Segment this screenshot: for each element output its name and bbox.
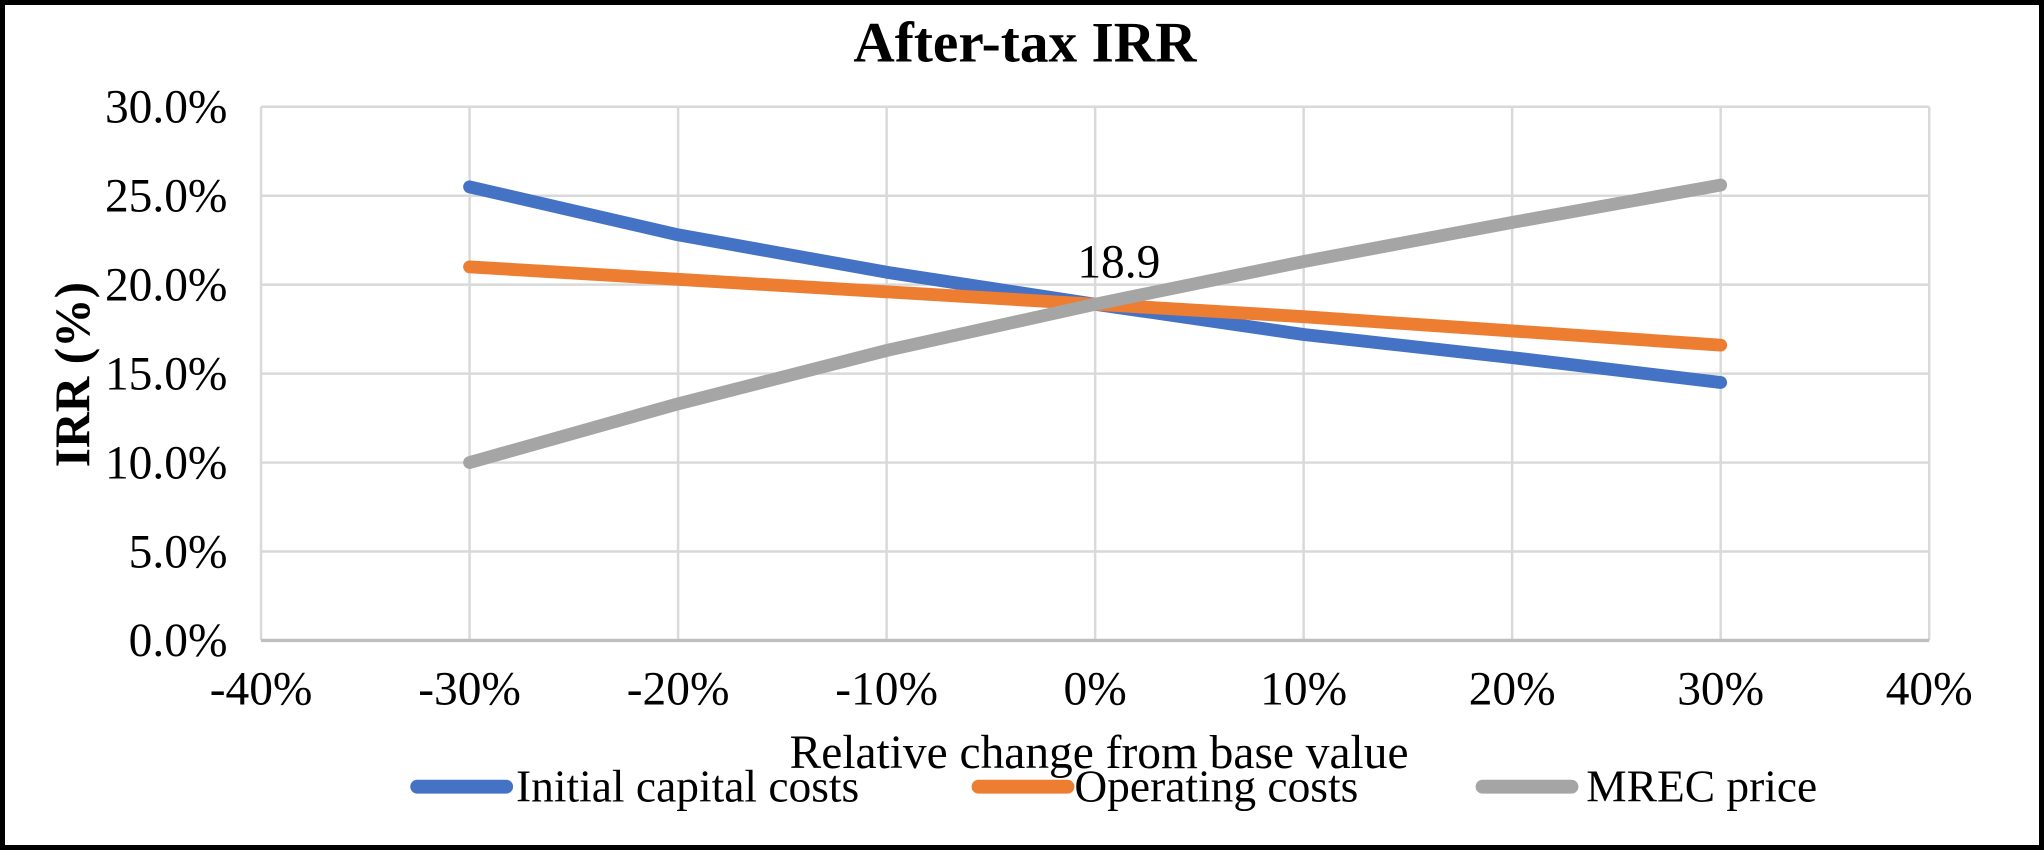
x-tick-label: -30%: [418, 664, 521, 716]
y-tick-label: 0.0%: [129, 615, 228, 667]
y-tick-label: 5.0%: [129, 526, 228, 578]
x-tick-label: 0%: [1064, 664, 1127, 716]
x-tick-label: -20%: [627, 664, 730, 716]
y-tick-label: 30.0%: [105, 82, 227, 134]
x-tick-label: 30%: [1677, 664, 1764, 716]
x-tick-labels: -40% -30% -20% -10% 0% 10% 20% 30% 40%: [210, 664, 1973, 716]
series-lines: [463, 178, 1728, 469]
x-tick-label: 10%: [1260, 664, 1347, 716]
x-tick-label: -40%: [210, 664, 313, 716]
data-point-label: 18.9: [1077, 237, 1160, 289]
y-tick-labels: 30.0% 25.0% 20.0% 15.0% 10.0% 5.0% 0.0%: [105, 82, 227, 668]
x-tick-label: -10%: [835, 664, 938, 716]
series-line-mrec-price: [463, 178, 1728, 469]
legend: Initial capital costs Operating costs MREC…: [410, 761, 1817, 812]
y-axis-title: IRR (%): [45, 282, 100, 467]
y-tick-label: 10.0%: [105, 437, 227, 489]
y-tick-label: 25.0%: [105, 171, 227, 223]
y-tick-label: 15.0%: [105, 348, 227, 400]
x-axis-title: Relative change from base value: [790, 727, 1409, 779]
x-tick-label: 40%: [1886, 664, 1973, 716]
chart-title: After-tax IRR: [853, 11, 1197, 74]
line-chart: 30.0% 25.0% 20.0% 15.0% 10.0% 5.0% 0.0% -40% -3…: [45, 11, 1973, 812]
y-tick-label: 20.0%: [105, 259, 227, 311]
x-tick-label: 20%: [1469, 664, 1556, 716]
legend-label-operating-costs: Operating costs: [1074, 761, 1358, 812]
legend-label-mrec-price: MREC price: [1586, 761, 1817, 812]
legend-label-initial-capital-costs: Initial capital costs: [516, 761, 859, 812]
